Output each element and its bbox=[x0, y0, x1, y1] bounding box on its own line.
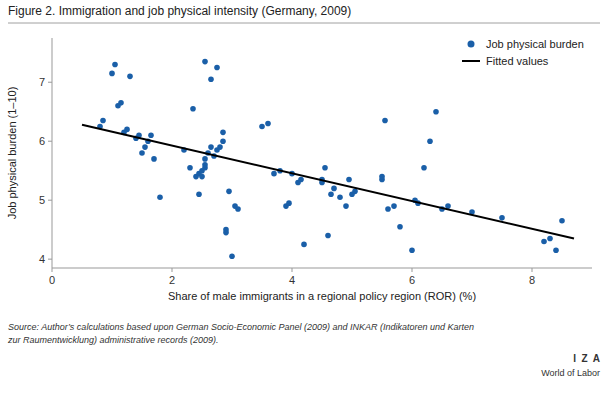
point bbox=[223, 227, 229, 233]
x-tick bbox=[52, 268, 53, 272]
point bbox=[112, 62, 118, 68]
point bbox=[553, 248, 559, 254]
x-tick-label: 6 bbox=[409, 274, 415, 286]
source-note: zur Raumentwicklung) administrative reco… bbox=[7, 335, 219, 345]
y-tick bbox=[48, 82, 52, 83]
point bbox=[229, 253, 235, 259]
y-tick bbox=[48, 200, 52, 201]
y-axis-label: Job physical burden (1–10) bbox=[6, 87, 18, 220]
x-tick-label: 0 bbox=[49, 274, 55, 286]
point bbox=[298, 177, 304, 183]
legend-swatch bbox=[468, 41, 475, 48]
point bbox=[265, 121, 271, 127]
point bbox=[139, 150, 145, 156]
point bbox=[235, 206, 241, 212]
plot-area bbox=[82, 59, 574, 259]
point bbox=[499, 215, 505, 221]
point bbox=[382, 118, 388, 124]
point bbox=[286, 200, 292, 206]
point bbox=[157, 194, 163, 200]
point bbox=[142, 144, 148, 150]
legend-label: Fitted values bbox=[486, 55, 549, 67]
y-axis bbox=[52, 38, 53, 268]
point bbox=[331, 186, 337, 192]
x-tick bbox=[532, 268, 533, 272]
point bbox=[325, 233, 331, 239]
point bbox=[328, 191, 334, 197]
point bbox=[148, 133, 154, 139]
point bbox=[301, 242, 307, 248]
point bbox=[202, 59, 208, 65]
x-tick-label: 2 bbox=[169, 274, 175, 286]
chart: Figure 2. Immigration and job physical i… bbox=[0, 0, 608, 394]
point bbox=[187, 165, 193, 171]
y-tick bbox=[48, 259, 52, 260]
point bbox=[202, 156, 208, 162]
x-axis bbox=[52, 268, 592, 269]
publisher-mark: I Z A bbox=[573, 353, 600, 364]
point bbox=[214, 65, 220, 71]
point bbox=[220, 138, 226, 144]
point bbox=[151, 156, 157, 162]
point bbox=[220, 130, 226, 136]
point bbox=[271, 171, 277, 177]
point bbox=[259, 124, 265, 130]
point bbox=[337, 194, 343, 200]
y-tick-label: 6 bbox=[39, 135, 45, 147]
point bbox=[127, 74, 133, 80]
point bbox=[196, 191, 202, 197]
fit-line bbox=[82, 125, 574, 239]
x-tick-label: 4 bbox=[289, 274, 295, 286]
point bbox=[217, 144, 223, 150]
title: Figure 2. Immigration and job physical i… bbox=[8, 4, 351, 18]
point bbox=[199, 174, 205, 180]
y-tick-label: 4 bbox=[39, 253, 45, 265]
point bbox=[433, 109, 439, 115]
title-rule bbox=[8, 23, 600, 24]
point bbox=[427, 138, 433, 144]
x-axis-label: Share of male immigrants in a regional p… bbox=[168, 290, 476, 302]
point bbox=[391, 203, 397, 209]
y-tick-label: 7 bbox=[39, 76, 45, 88]
x-tick bbox=[412, 268, 413, 272]
point bbox=[421, 165, 427, 171]
x-tick bbox=[172, 268, 173, 272]
point bbox=[202, 162, 208, 168]
point bbox=[322, 165, 328, 171]
source-note: Source: Author’s calculations based upon… bbox=[8, 322, 474, 332]
legend-swatch bbox=[462, 60, 480, 62]
point bbox=[385, 206, 391, 212]
y-tick bbox=[48, 141, 52, 142]
legend-label: Job physical burden bbox=[486, 38, 584, 50]
point bbox=[109, 71, 115, 77]
point bbox=[352, 189, 358, 195]
legend: Job physical burden Fitted values bbox=[462, 38, 584, 67]
point bbox=[559, 218, 565, 224]
point bbox=[397, 224, 403, 230]
point bbox=[124, 127, 130, 133]
point bbox=[409, 248, 415, 254]
point bbox=[346, 177, 352, 183]
point bbox=[118, 100, 124, 106]
point bbox=[226, 189, 232, 195]
point bbox=[547, 236, 553, 242]
point bbox=[208, 144, 214, 150]
x-tick-label: 8 bbox=[529, 274, 535, 286]
y-tick-label: 5 bbox=[39, 194, 45, 206]
point bbox=[208, 76, 214, 82]
point bbox=[379, 174, 385, 180]
point bbox=[190, 106, 196, 112]
publisher-name: World of Labor bbox=[541, 368, 600, 378]
point bbox=[343, 203, 349, 209]
point bbox=[100, 118, 106, 124]
point bbox=[541, 239, 547, 245]
x-tick bbox=[292, 268, 293, 272]
